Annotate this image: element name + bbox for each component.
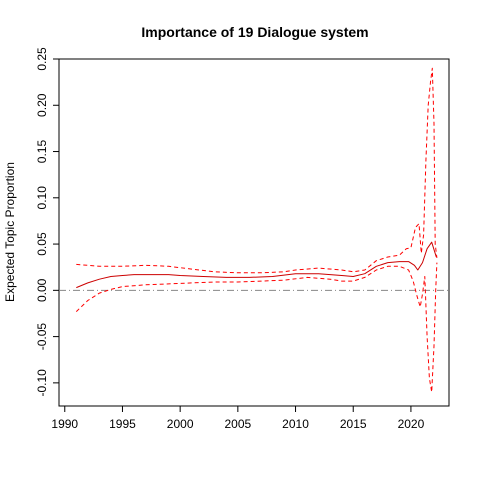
x-tick-label: 2005 <box>224 417 251 431</box>
plot-area: 1990 1995 2000 2005 2010 2015 2020 -0.10 -0.05 0.… <box>35 47 450 431</box>
y-tick-label: 0.10 <box>35 186 49 210</box>
plot-frame <box>58 58 450 407</box>
y-tick-label: 0.00 <box>35 278 49 302</box>
upper-bound-line <box>76 67 438 274</box>
x-tick-label: 1990 <box>51 417 78 431</box>
x-tick-label: 2000 <box>167 417 194 431</box>
x-tick-label: 2015 <box>340 417 367 431</box>
y-axis-label: Expected Topic Proportion <box>3 162 17 302</box>
estimate-line <box>76 241 437 289</box>
chart-title: Importance of 19 Dialogue system <box>141 24 368 40</box>
y-tick-label: 0.05 <box>35 232 49 256</box>
x-tick-label: 1995 <box>109 417 136 431</box>
y-tick-label: -0.05 <box>35 323 49 351</box>
y-tick-label: 0.25 <box>35 47 49 71</box>
x-tick-label: 2010 <box>282 417 309 431</box>
x-tick-label: 2020 <box>398 417 425 431</box>
y-tick-label: -0.10 <box>35 369 49 397</box>
lower-bound-line <box>75 262 438 393</box>
y-tick-label: 0.20 <box>35 93 49 117</box>
y-tick-label: 0.15 <box>35 140 49 164</box>
